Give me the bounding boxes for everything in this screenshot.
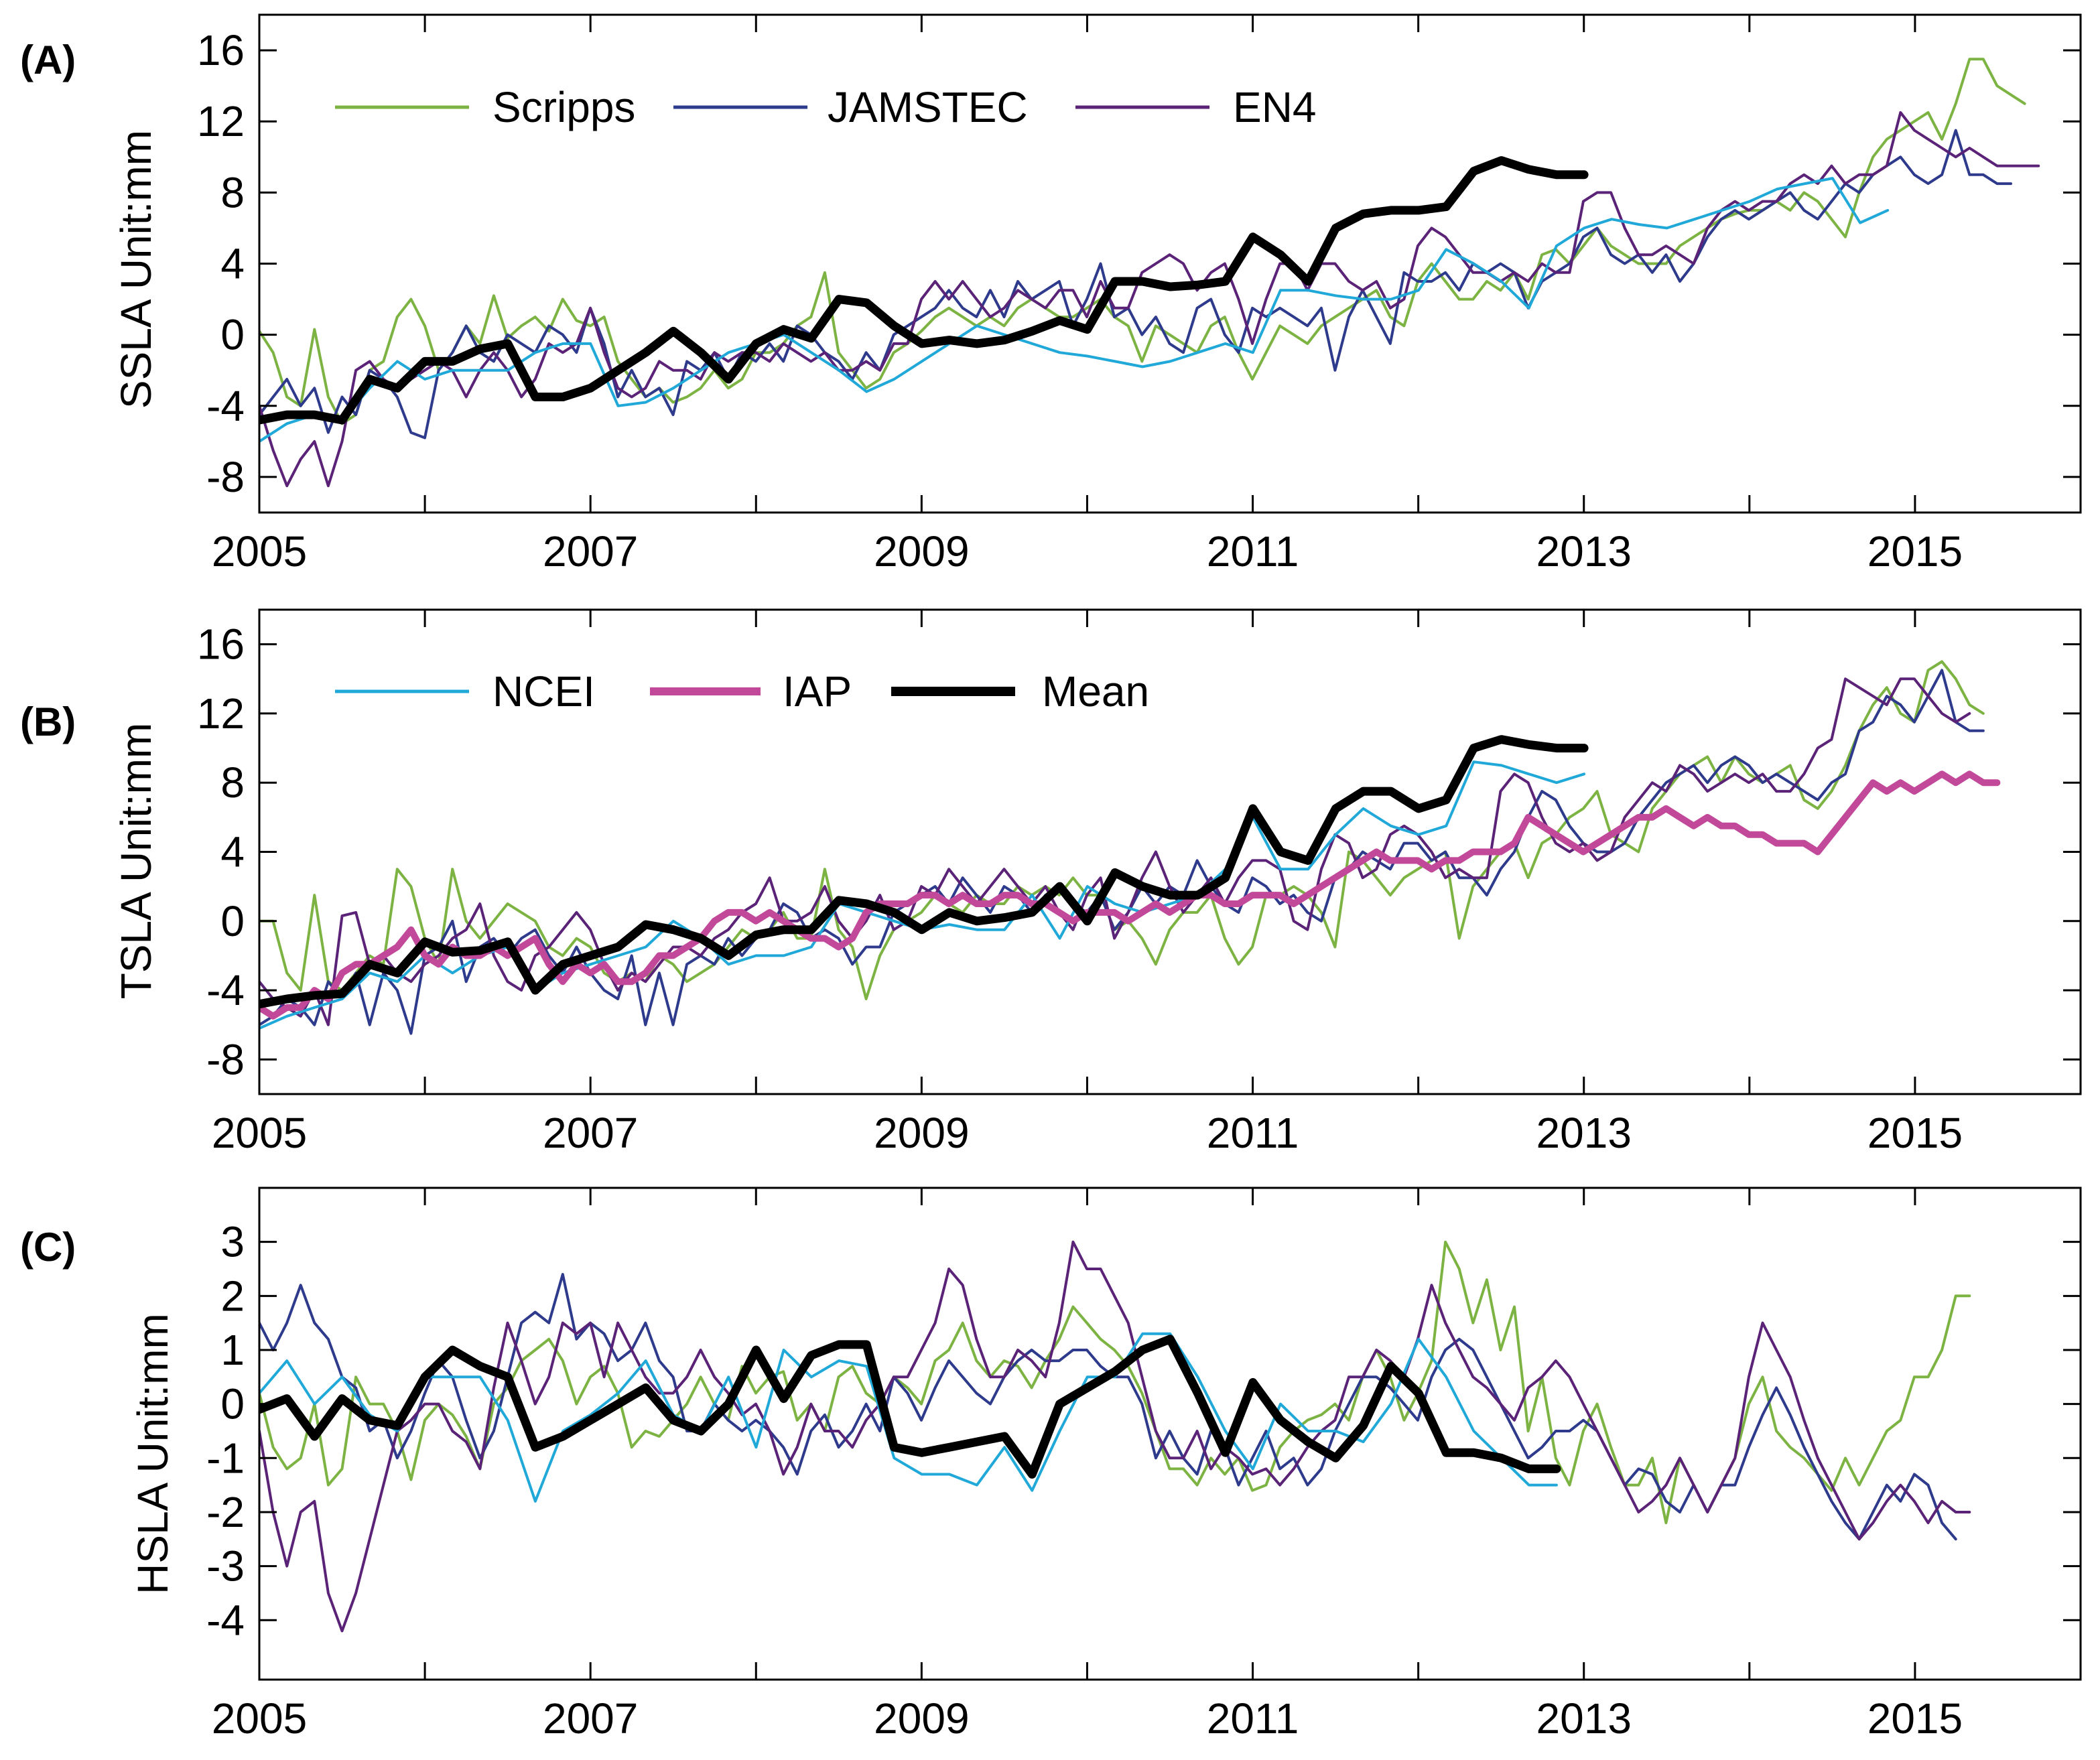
y-tick-label: -4: [206, 382, 245, 430]
series-line-en4: [259, 111, 2040, 488]
y-axis-label-c: HSLA Unit:mm: [129, 1313, 177, 1595]
series-line-scripps: [259, 1240, 1971, 1525]
y-tick-label: 1: [220, 1326, 245, 1374]
series-group: [259, 1240, 1971, 1633]
y-axis-label-b: TSLA Unit:mm: [112, 723, 160, 1000]
legend-label: IAP: [783, 667, 852, 716]
panel-b: (B) TSLA Unit:mm 2005 2007 2009 2011 2013 201…: [20, 608, 2082, 1157]
x-tick-label: 2007: [543, 527, 638, 576]
y-tick-label: -2: [206, 1488, 245, 1536]
y-tick-label: 12: [197, 97, 245, 145]
panel-c: (C) HSLA Unit:mm 2005 2007 2009 2011 2013 201…: [20, 1187, 2082, 1743]
y-tick-label: 4: [220, 240, 245, 288]
panel-a: (A) SSLA Unit:mm 2005 2007 2009 2011 2013 201…: [20, 13, 2082, 576]
x-tick-label: 2005: [212, 1109, 307, 1157]
x-tick-label: 2009: [874, 1694, 969, 1743]
legend-label: JAMSTEC: [828, 83, 1028, 131]
y-tick-label: 0: [220, 1380, 245, 1428]
legend-item-iap: IAP: [650, 667, 852, 716]
x-tick-label: 2013: [1536, 527, 1632, 576]
legend-item-jamstec: JAMSTEC: [673, 83, 1028, 131]
legend-label: Scripps: [493, 83, 635, 131]
x-tick-label: 2011: [1207, 1694, 1299, 1743]
series-line-scripps: [259, 58, 2026, 425]
y-tick-label: -1: [206, 1434, 245, 1482]
legend-label: Mean: [1042, 667, 1149, 716]
plot-area-a: 2005 2007 2009 2011 2013 2015 -8 -4 0 4 8 12 16: [197, 13, 2082, 576]
series-line-ncei: [259, 1332, 1558, 1503]
series-line-ncei: [259, 177, 1890, 443]
series-line-mean: [259, 1335, 1561, 1479]
series-group: [259, 660, 2001, 1035]
series-line-mean: [259, 735, 1589, 1009]
y-tick-label: 8: [220, 758, 245, 807]
x-tick-label: 2013: [1536, 1109, 1632, 1157]
y-tick-label: -8: [206, 453, 245, 501]
series-group: [259, 58, 2040, 488]
y-tick-label: -3: [206, 1542, 245, 1590]
x-tick-label: 2005: [212, 1694, 307, 1743]
y-tick-label: 0: [220, 897, 245, 945]
x-tick-label: 2007: [543, 1694, 638, 1743]
y-tick-label: 12: [197, 689, 245, 738]
x-tick-label: 2013: [1536, 1694, 1632, 1743]
legend-row-1: Scripps JAMSTEC EN4: [335, 83, 1317, 131]
y-tick-label: 16: [197, 26, 245, 74]
y-tick-label: 16: [197, 620, 245, 669]
panel-label-a: (A): [20, 38, 76, 82]
legend-row-2: NCEI IAP Mean: [335, 667, 1149, 716]
x-tick-label: 2015: [1867, 1109, 1963, 1157]
legend-item-mean: Mean: [891, 667, 1149, 716]
y-tick-label: 8: [220, 168, 245, 216]
y-tick-label: 4: [220, 828, 245, 876]
legend-item-ncei: NCEI: [335, 667, 595, 716]
panel-label-b: (B): [20, 699, 76, 744]
legend-item-scripps: Scripps: [335, 83, 635, 131]
series-line-en4: [259, 677, 1971, 1026]
legend-item-en4: EN4: [1075, 83, 1317, 131]
y-tick-label: -4: [206, 1596, 245, 1644]
x-tick-label: 2015: [1867, 527, 1963, 576]
y-tick-label: -4: [206, 966, 245, 1014]
plot-area-b: 2005 2007 2009 2011 2013 2015 -8 -4 0 4 8 12 16: [197, 608, 2082, 1157]
y-tick-label: 0: [220, 311, 245, 359]
x-tick-label: 2005: [212, 527, 307, 576]
series-line-jamstec: [259, 129, 2012, 439]
series-line-en4: [259, 1240, 1971, 1633]
x-tick-label: 2015: [1867, 1694, 1963, 1743]
x-tick-label: 2009: [874, 527, 969, 576]
series-line-mean: [259, 156, 1589, 425]
y-tick-label: -8: [206, 1035, 245, 1083]
y-tick-label: 3: [220, 1218, 245, 1266]
x-tick-label: 2011: [1207, 527, 1299, 576]
axes-frame: [258, 1187, 2082, 1681]
series-line-iap: [259, 770, 2001, 1020]
y-tick-label: 2: [220, 1272, 245, 1320]
series-line-jamstec: [259, 669, 1985, 1035]
x-tick-label: 2011: [1207, 1109, 1299, 1157]
panel-label-c: (C): [20, 1225, 76, 1270]
y-axis-label-a: SSLA Unit:mm: [112, 130, 160, 409]
x-tick-label: 2007: [543, 1109, 638, 1157]
plot-area-c: 2005 2007 2009 2011 2013 2015 -4 -3 -2 -1 0 1 2 3: [206, 1187, 2082, 1743]
legend-label: EN4: [1233, 83, 1317, 131]
x-tick-label: 2009: [874, 1109, 969, 1157]
legend-label: NCEI: [493, 667, 595, 716]
